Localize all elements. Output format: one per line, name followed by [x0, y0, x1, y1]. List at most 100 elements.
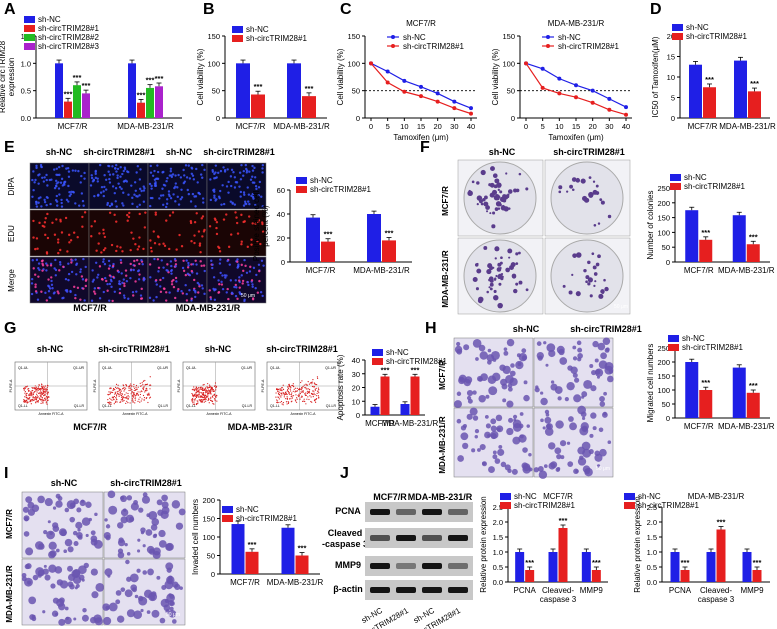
cell-dot [73, 498, 80, 505]
cell-dot [171, 173, 175, 176]
cell-dot [29, 614, 36, 620]
event-dot [46, 392, 48, 394]
cell-dot [240, 263, 243, 267]
cell-dot [202, 201, 205, 204]
event-dot [30, 392, 32, 394]
event-dot [24, 401, 26, 403]
cell-dot [42, 610, 46, 614]
colony-dot [569, 184, 574, 189]
blot-band [396, 535, 416, 541]
event-dot [125, 385, 128, 387]
panel-letter: A [4, 1, 16, 18]
cell-dot [112, 264, 115, 268]
cell-dot [182, 259, 185, 262]
cell-dot [113, 191, 116, 195]
cell-dot [508, 417, 514, 423]
event-dot [208, 386, 211, 389]
cell-dot [213, 194, 216, 197]
legend-swatch [500, 502, 511, 509]
cell-dot [261, 205, 264, 208]
cell-dot [52, 506, 57, 510]
cell-dot [485, 394, 490, 399]
legend-swatch [668, 335, 679, 342]
cell-dot [247, 215, 251, 218]
cell-dot [601, 412, 608, 418]
cell-dot [223, 274, 227, 277]
event-dot [195, 395, 197, 397]
cell-dot [462, 442, 469, 450]
cell-dot [253, 181, 256, 184]
colony-dot [490, 166, 495, 172]
cell-dot [140, 531, 145, 535]
bar [732, 215, 746, 262]
cell-dot [184, 284, 187, 287]
colony-dot [571, 273, 574, 276]
y-tick-label: 20 [352, 384, 360, 393]
legend-label: sh-circTRIM28#1 [682, 343, 743, 352]
event-dot [277, 388, 279, 390]
significance-mark: *** [592, 558, 601, 567]
cell-dot [133, 259, 136, 263]
cell-dot [251, 298, 255, 301]
x-axis-label: Tamoxifen (μm) [548, 133, 604, 142]
y-tick-label: 0.0 [647, 578, 657, 587]
event-dot [305, 383, 307, 385]
cell-dot [67, 262, 70, 265]
data-point [385, 80, 390, 85]
bar [685, 362, 699, 418]
y-axis-label: Invaded cell numbers [191, 499, 200, 575]
event-dot [302, 390, 304, 392]
x-tick-label: MDA-MB-231/R [117, 122, 174, 131]
event-dot [120, 394, 123, 397]
cell-dot [556, 345, 565, 354]
row-label: MCF7/R [441, 186, 450, 216]
cell-dot [94, 169, 97, 173]
cell-dot [121, 202, 124, 205]
cell-dot [225, 213, 228, 216]
event-dot [195, 396, 198, 398]
bar [287, 63, 301, 118]
cell-dot [140, 608, 144, 613]
event-dot [208, 389, 210, 391]
cell-dot [239, 195, 242, 198]
cell-dot [201, 215, 205, 218]
cell-dot [80, 192, 84, 195]
cell-dot [98, 297, 102, 300]
event-dot [134, 402, 136, 404]
cell-dot [197, 230, 201, 233]
legend-swatch [670, 174, 681, 181]
event-dot [300, 396, 302, 398]
cell-dot [219, 189, 222, 193]
cell-dot [58, 193, 61, 196]
cell-dot [187, 261, 190, 265]
cell-dot [240, 213, 243, 217]
event-dot [203, 383, 205, 386]
cell-dot [240, 163, 243, 167]
event-dot [192, 394, 195, 397]
event-dot [120, 388, 122, 391]
cell-dot [76, 531, 83, 539]
cell-dot [57, 181, 60, 184]
column-header: sh-circTRIM28#1 [553, 147, 625, 157]
cell-dot [76, 236, 79, 239]
y-tick-label: 0 [666, 414, 670, 423]
cell-dot [57, 238, 60, 241]
cell-dot [169, 170, 173, 173]
event-dot [47, 396, 49, 398]
cell-dot [172, 285, 176, 289]
cell-dot [143, 277, 146, 281]
cell-dot [135, 290, 138, 293]
cell-dot [130, 184, 133, 187]
cell-dot [238, 291, 241, 294]
colony-dot [604, 286, 609, 292]
y-axis-label: Relative circTRIM28 [0, 40, 7, 113]
event-dot [206, 386, 208, 388]
cell-dot [60, 177, 64, 181]
cell-dot [582, 465, 591, 473]
group-label: MCF7/R [73, 303, 107, 313]
x-tick-label: Cleaved- [542, 586, 574, 595]
cell-dot [583, 379, 593, 389]
event-dot [306, 398, 308, 400]
bar [699, 390, 713, 418]
colony-dot [525, 187, 529, 191]
